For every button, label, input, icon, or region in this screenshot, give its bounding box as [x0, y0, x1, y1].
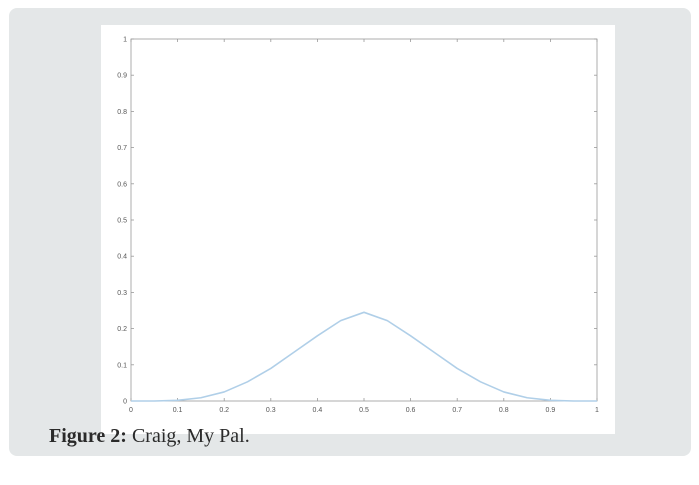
x-tick-label: 0 — [129, 407, 133, 414]
y-tick-label: 0.5 — [117, 218, 127, 225]
x-tick-label: 0.3 — [266, 407, 276, 414]
x-tick-label: 0.6 — [406, 407, 416, 414]
figure-card: 0 0.1 0.2 0.3 0.4 0.5 0.6 0.7 0.8 0.9 1 0 0.1 0.2 0.3 0… — [9, 8, 691, 456]
y-tick-label: 0.7 — [117, 145, 127, 152]
x-tick-label: 0.4 — [313, 407, 323, 414]
x-tick-label: 1 — [595, 407, 599, 414]
y-tick-label: 0.6 — [117, 181, 127, 188]
caption-text: Craig, My Pal. — [126, 425, 250, 447]
series-line — [131, 311, 597, 402]
caption-label: Figure 2: — [49, 425, 127, 447]
x-tick-label: 0.5 — [359, 407, 369, 414]
y-tick-label: 0.2 — [117, 326, 127, 333]
x-tick-label: 0.9 — [546, 407, 556, 414]
y-tick-label: 0.4 — [117, 254, 127, 261]
y-tick-label: 0.9 — [117, 73, 127, 80]
axes-box — [130, 38, 598, 402]
y-tick-label: 0.8 — [117, 109, 127, 116]
x-tick-label: 0.1 — [173, 407, 183, 414]
x-tick-label: 0.7 — [452, 407, 462, 414]
y-tick-label: 0.1 — [117, 362, 127, 369]
line-chart: 0 0.1 0.2 0.3 0.4 0.5 0.6 0.7 0.8 0.9 1 0 0.1 0.2 0.3 0… — [117, 37, 599, 415]
x-tick-label: 0.8 — [499, 407, 509, 414]
y-tick-label: 0.3 — [117, 290, 127, 297]
y-tick-label: 1 — [123, 37, 127, 44]
figure-caption: Figure 2: Craig, My Pal. — [49, 425, 250, 448]
x-tick-label: 0.2 — [219, 407, 229, 414]
plot-frame: 0 0.1 0.2 0.3 0.4 0.5 0.6 0.7 0.8 0.9 1 0 0.1 0.2 0.3 0… — [101, 25, 615, 434]
y-tick-label: 0 — [123, 399, 127, 406]
